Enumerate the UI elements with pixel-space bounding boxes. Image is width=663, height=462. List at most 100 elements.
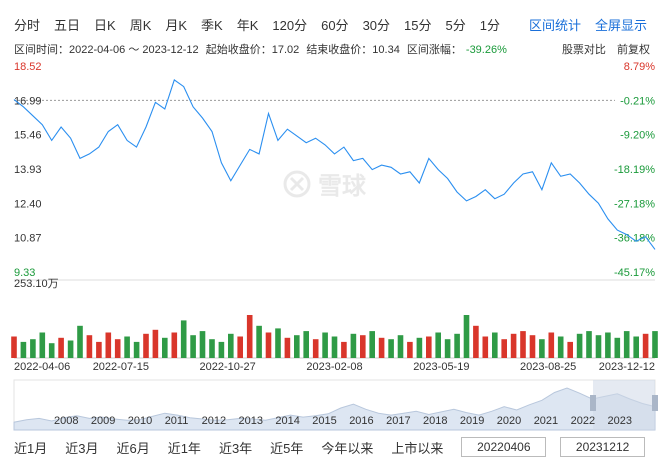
range-since-ipo-button[interactable]: 上市以来	[391, 440, 444, 456]
range-6m-button[interactable]: 近6月	[116, 440, 150, 456]
volume-bar	[152, 329, 159, 358]
x-tick-label: 2023-02-08	[306, 361, 362, 373]
range-ytd-button[interactable]: 今年以来	[321, 440, 374, 456]
volume-bar	[96, 341, 102, 358]
tab-month-k[interactable]: 月K	[165, 18, 188, 33]
range-time: 区间时间：2022-04-06 ～ 2023-12-12	[14, 44, 199, 56]
volume-bar	[341, 341, 347, 358]
volume-bar	[133, 341, 140, 358]
tab-fenshi[interactable]: 分时	[14, 18, 41, 33]
price-tick-label: 15.46	[14, 130, 42, 142]
range-1m-button[interactable]: 近1月	[14, 440, 48, 456]
start-close: 起始收盘价：17.02	[205, 44, 300, 56]
volume-bar	[397, 335, 404, 358]
watermark-text: 雪球	[318, 173, 367, 200]
volume-bar	[86, 335, 93, 358]
range-info-bar: 区间时间：2022-04-06 ～ 2023-12-12 起始收盘价：17.02…	[14, 41, 654, 57]
volume-bar	[20, 341, 27, 358]
fullscreen-button[interactable]: 全屏显示	[594, 18, 647, 33]
volume-bar	[463, 315, 470, 358]
watermark-icon	[283, 170, 311, 198]
tab-5min[interactable]: 5分	[445, 18, 466, 33]
volume-bar	[510, 333, 517, 358]
volume-bar	[539, 339, 545, 358]
x-tick-label: 2022-10-27	[200, 361, 256, 373]
volume-bar	[124, 336, 130, 358]
overview-selection[interactable]	[593, 380, 655, 430]
tab-year-k[interactable]: 年K	[236, 18, 259, 33]
overview-year-label: 2010	[128, 415, 152, 427]
volume-bar	[294, 335, 300, 358]
volume-bar	[209, 339, 215, 358]
volume-bar	[623, 331, 630, 358]
volume-bar	[11, 336, 17, 358]
volume-max-label: 253.10万	[14, 278, 59, 290]
volume-bar	[378, 337, 385, 358]
range-change-value: -39.26%	[465, 44, 507, 56]
range-1y-button[interactable]: 近1年	[167, 440, 201, 456]
volume-bar	[143, 333, 149, 358]
tab-120min[interactable]: 120分	[272, 18, 308, 33]
tab-60min[interactable]: 60分	[321, 18, 349, 33]
overview-year-label: 2009	[91, 415, 115, 427]
tab-day-k[interactable]: 日K	[94, 18, 116, 33]
range-3y-button[interactable]: 近3年	[218, 440, 253, 456]
price-tick-label: 10.87	[14, 233, 42, 245]
volume-bar	[58, 337, 64, 358]
volume-bar	[105, 332, 112, 358]
overview-year-label: 2012	[202, 415, 226, 427]
volume-bar	[171, 332, 178, 358]
volume-bar	[237, 336, 243, 358]
start-date-input[interactable]: 20220406	[461, 437, 547, 457]
volume-bar	[190, 335, 196, 358]
volume-bar	[567, 341, 573, 358]
range-5y-button[interactable]: 近5年	[270, 440, 304, 456]
volume-bar	[473, 325, 479, 358]
volume-bar	[520, 331, 526, 358]
volume-bar	[548, 332, 555, 358]
range-stats-button[interactable]: 区间统计	[528, 18, 581, 33]
overview-handle-right[interactable]	[652, 395, 658, 411]
adjust-button[interactable]: 前复权	[617, 44, 650, 56]
end-date-input[interactable]: 20231212	[560, 437, 645, 457]
watermark: 雪球	[283, 170, 367, 200]
overview-year-label: 2023	[608, 415, 632, 427]
volume-bar	[435, 332, 441, 358]
volume-bar	[331, 336, 338, 358]
tab-1min[interactable]: 1分	[479, 18, 500, 33]
pct-tick-label: -36.18%	[614, 233, 655, 245]
volume-bar	[350, 333, 357, 358]
price-tick-label: 16.99	[14, 95, 42, 107]
volume-bar	[614, 337, 621, 358]
overview-year-label: 2017	[386, 415, 410, 427]
volume-bar	[529, 335, 536, 358]
volume-bar	[605, 332, 611, 358]
pct-tick-label: -9.20%	[620, 130, 655, 142]
overview-area	[13, 387, 656, 431]
overview-year-label: 2011	[165, 415, 189, 427]
overview-year-label: 2014	[275, 415, 299, 427]
tab-15min[interactable]: 15分	[404, 18, 432, 33]
pct-tick-label: -18.19%	[614, 164, 655, 176]
end-close: 结束收盘价：10.34	[306, 44, 400, 56]
pct-tick-label: 8.79%	[624, 61, 655, 73]
tab-quarter-k[interactable]: 季K	[201, 18, 223, 33]
x-tick-label: 2023-08-25	[520, 361, 576, 373]
volume-bar	[444, 339, 451, 358]
range-3m-button[interactable]: 近3月	[65, 440, 99, 456]
volume-bar	[586, 331, 592, 358]
tab-wuri[interactable]: 五日	[54, 18, 81, 33]
period-toolbar: 分时 五日 日K 周K 月K 季K 年K 120分 60分 30分 15分 5分…	[0, 0, 663, 36]
volume-bar	[48, 343, 55, 358]
volume-bar	[595, 335, 602, 358]
volume-bar	[652, 331, 658, 358]
tab-30min[interactable]: 30分	[362, 18, 391, 33]
volume-bar	[39, 332, 46, 358]
volume-bar	[416, 337, 423, 358]
overview-handle-left[interactable]	[590, 395, 596, 411]
compare-button[interactable]: 股票对比	[561, 44, 606, 56]
volume-bar	[557, 336, 564, 358]
pct-tick-label: -0.21%	[620, 95, 655, 107]
tab-week-k[interactable]: 周K	[129, 18, 152, 33]
volume-bar	[199, 331, 206, 358]
